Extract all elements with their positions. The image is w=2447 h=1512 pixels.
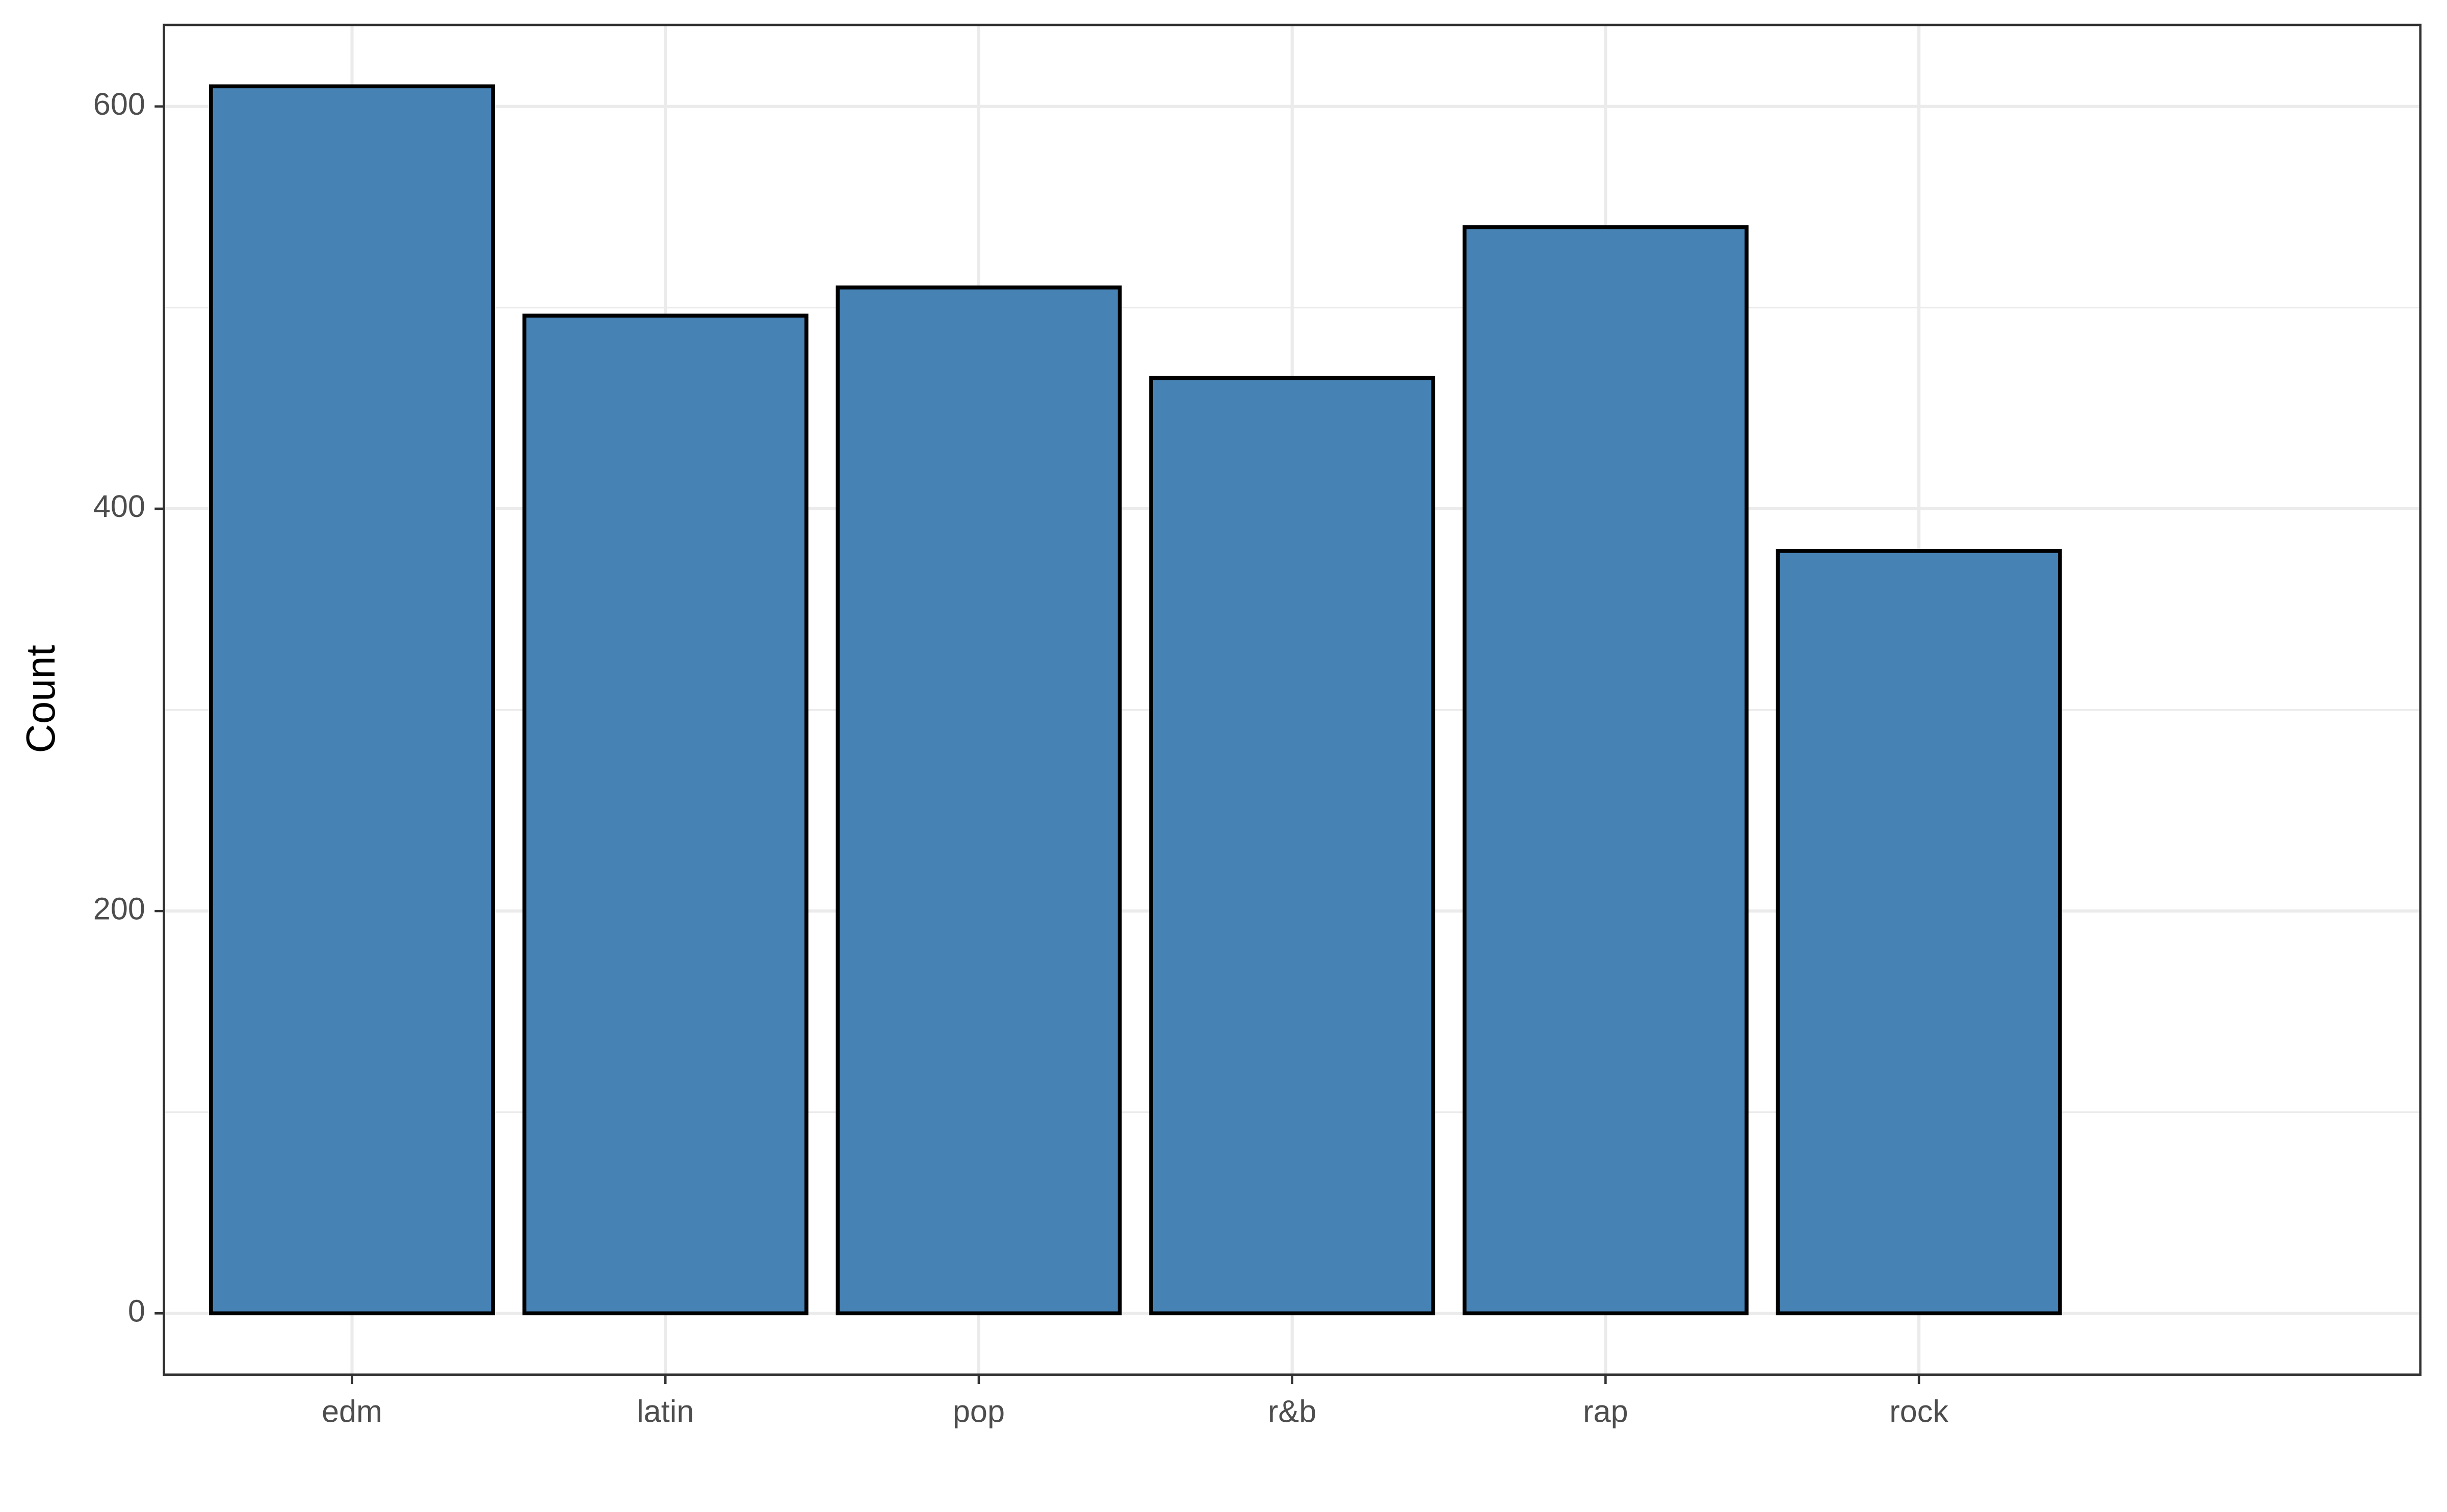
x-tick-label: rock bbox=[1889, 1394, 1948, 1428]
y-tick-label: 200 bbox=[93, 891, 145, 926]
x-tick-label: edm bbox=[322, 1394, 382, 1428]
y-tick-label: 400 bbox=[93, 489, 145, 524]
bar bbox=[522, 314, 809, 1316]
bar bbox=[1149, 376, 1436, 1316]
x-tick-label: rap bbox=[1583, 1394, 1628, 1428]
panel-border bbox=[163, 23, 2422, 1376]
bar bbox=[1462, 225, 1749, 1316]
y-tick-label: 600 bbox=[93, 87, 145, 121]
y-tick-label: 0 bbox=[128, 1293, 145, 1328]
bar bbox=[1776, 549, 2062, 1316]
x-tick-label: r&b bbox=[1268, 1394, 1316, 1428]
x-tick-label: latin bbox=[637, 1394, 694, 1428]
y-axis-title: Count bbox=[18, 645, 63, 753]
x-tick-label: pop bbox=[953, 1394, 1005, 1428]
bar bbox=[209, 84, 495, 1316]
bar bbox=[836, 285, 1122, 1316]
